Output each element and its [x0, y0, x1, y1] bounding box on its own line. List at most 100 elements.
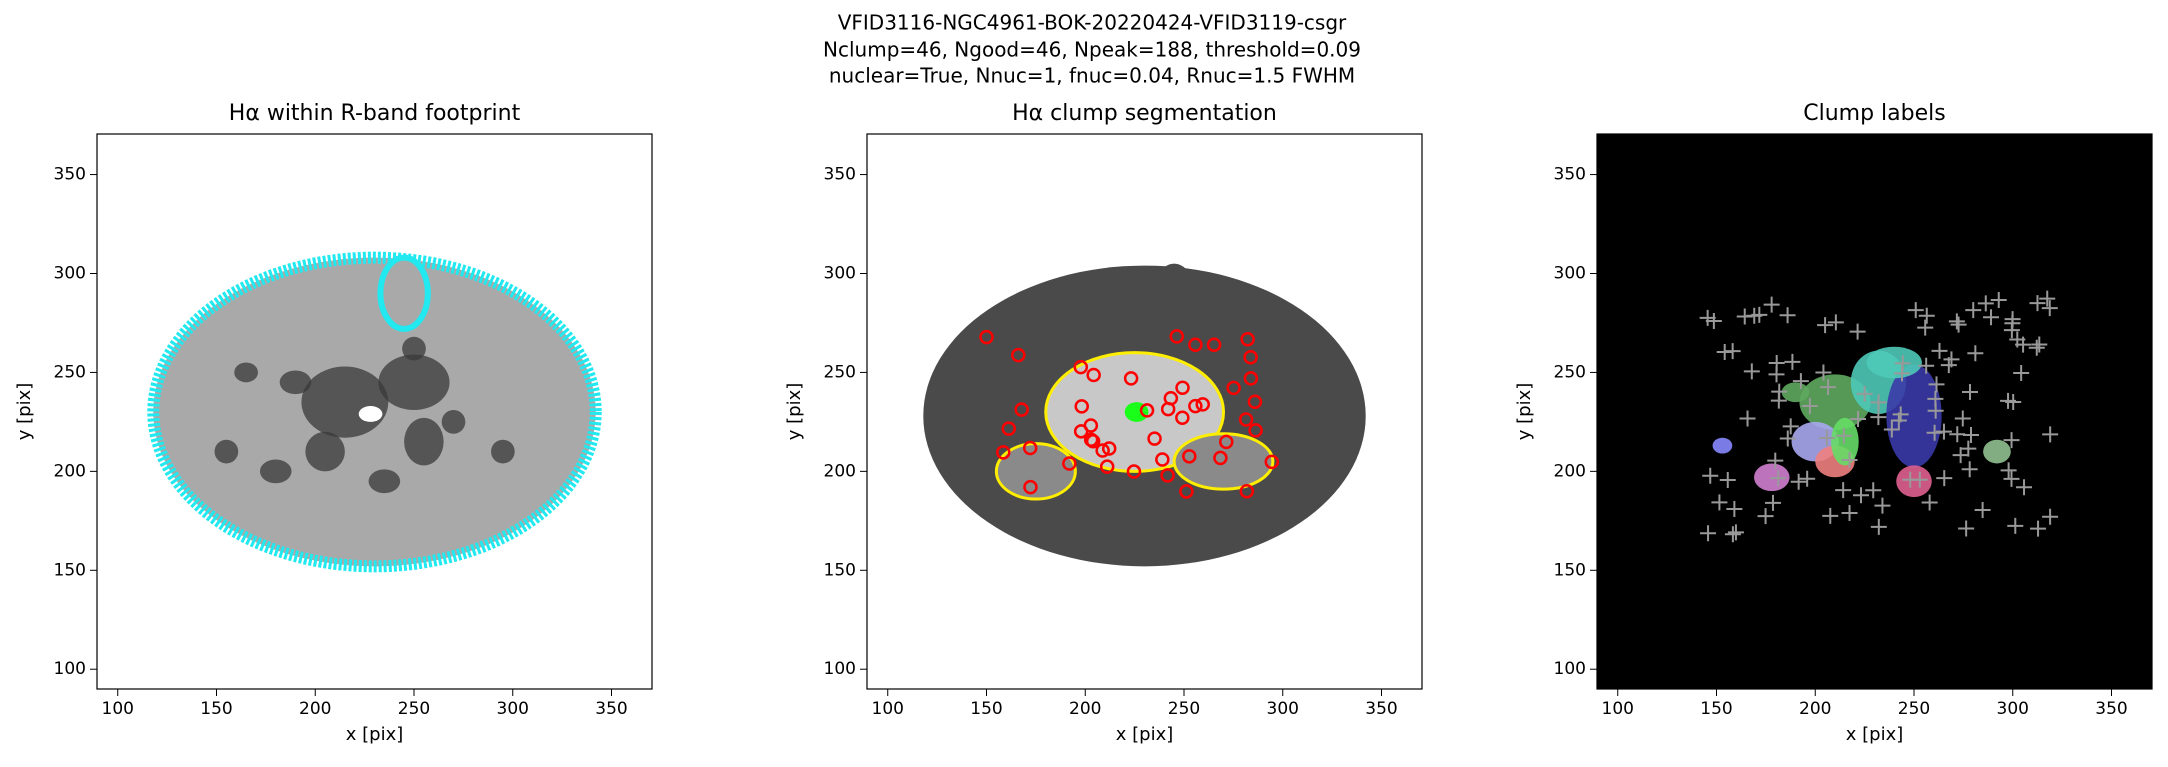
x-tick-label: 200: [1799, 699, 1831, 719]
peak-marker: [2003, 432, 2020, 449]
x-tick-label: 100: [102, 699, 134, 719]
peak-marker: [1779, 307, 1796, 324]
peak-marker: [1927, 390, 1944, 407]
blob: [378, 354, 450, 411]
peak-marker: [1763, 296, 1780, 313]
peak-marker: [2039, 290, 2056, 307]
blob: [377, 254, 431, 332]
clump-marker: [1155, 452, 1170, 467]
y-tick-label: 150: [824, 560, 856, 580]
peak-marker: [1727, 524, 1744, 541]
peak-marker: [2000, 392, 2017, 409]
image-panel: [867, 134, 1422, 689]
peak-marker: [1801, 398, 1818, 415]
x-axis-label: x [pix]: [346, 724, 404, 745]
peak-marker: [1974, 501, 1991, 518]
peak-marker: [1965, 302, 1982, 319]
clump-marker: [1011, 347, 1026, 363]
peak-marker: [1726, 500, 1743, 517]
blob: [214, 439, 239, 464]
clump-marker: [1226, 380, 1241, 396]
peak-marker: [1822, 507, 1839, 524]
peak-marker: [1943, 351, 1960, 368]
clump-marker: [1160, 468, 1175, 483]
peak-marker: [2000, 462, 2017, 479]
peak-marker: [2029, 295, 2046, 312]
peak-marker: [1961, 461, 1978, 478]
y-tick-label: 200: [54, 461, 86, 481]
peak-marker: [1702, 467, 1719, 484]
y-tick-label: 350: [824, 165, 856, 185]
blob: [1712, 437, 1733, 454]
peak-marker: [1724, 526, 1741, 543]
peak-marker: [1894, 355, 1911, 372]
blob: [259, 459, 292, 484]
clump-marker: [1264, 454, 1280, 470]
y-tick-label: 150: [1554, 560, 1586, 580]
y-tick-label: 300: [824, 263, 856, 283]
clump-marker: [1188, 398, 1203, 414]
x-tick-label: 100: [872, 699, 904, 719]
peak-marker: [1724, 343, 1741, 360]
peak-marker: [1751, 306, 1768, 323]
peak-marker: [1977, 295, 1994, 312]
peak-marker: [1705, 312, 1722, 329]
x-tick-label: 100: [1602, 699, 1634, 719]
peak-marker: [1818, 430, 1835, 447]
peak-marker: [2042, 508, 2059, 525]
peak-marker: [1883, 421, 1900, 438]
peak-marker: [2007, 517, 2024, 534]
clump-marker: [1213, 450, 1228, 466]
y-tick-label: 350: [1554, 165, 1586, 185]
peak-marker: [2009, 331, 2026, 348]
peak-marker: [1799, 470, 1816, 487]
peak-marker: [1820, 379, 1837, 396]
y-tick-label: 300: [1554, 263, 1586, 283]
blob: [305, 431, 345, 472]
blob: [279, 370, 312, 395]
peak-marker: [1870, 394, 1887, 411]
peak-marker: [1841, 504, 1858, 521]
peak-marker: [1902, 471, 1919, 488]
peak-marker: [1779, 430, 1796, 447]
peak-marker: [1768, 366, 1785, 383]
clump-marker: [1243, 350, 1258, 365]
peak-marker: [1950, 316, 1967, 333]
blob: [1781, 382, 1810, 403]
y-tick-label: 200: [824, 461, 856, 481]
peak-marker: [1918, 357, 1935, 374]
panel-title: Hα within R-band footprint: [229, 101, 521, 126]
axes-frame: [96, 133, 653, 690]
axes-frame: [866, 133, 1423, 690]
peak-marker: [1700, 525, 1717, 542]
clump-marker: [1099, 459, 1115, 474]
peak-marker: [1935, 423, 1952, 440]
peak-marker: [1990, 292, 2007, 309]
peak-marker: [1815, 364, 1832, 381]
peak-marker: [1835, 482, 1852, 499]
x-tick-label: 350: [595, 699, 627, 719]
y-tick-label: 100: [824, 659, 856, 679]
peak-marker: [2030, 520, 2047, 537]
peak-marker: [1921, 494, 1938, 511]
clump-marker: [1062, 456, 1077, 471]
blob: [1866, 346, 1922, 379]
clump-marker: [1243, 371, 1259, 386]
blob: [404, 417, 444, 466]
peak-marker: [1952, 447, 1969, 464]
clump-marker: [1247, 394, 1263, 410]
clump-marker: [1074, 399, 1089, 414]
peak-marker: [1918, 307, 1935, 324]
x-tick-label: 250: [398, 699, 430, 719]
x-tick-label: 150: [1700, 699, 1732, 719]
y-tick-label: 200: [1554, 461, 1586, 481]
peak-marker: [1907, 302, 1924, 319]
x-axis-label: x [pix]: [1846, 724, 1904, 745]
peak-marker: [2028, 339, 2045, 356]
peak-marker: [1711, 494, 1728, 511]
y-tick-label: 250: [1554, 362, 1586, 382]
clump-marker: [1206, 337, 1222, 353]
blob: [402, 336, 426, 361]
x-axis-label: x [pix]: [1116, 724, 1174, 745]
peak-marker: [1870, 518, 1887, 535]
